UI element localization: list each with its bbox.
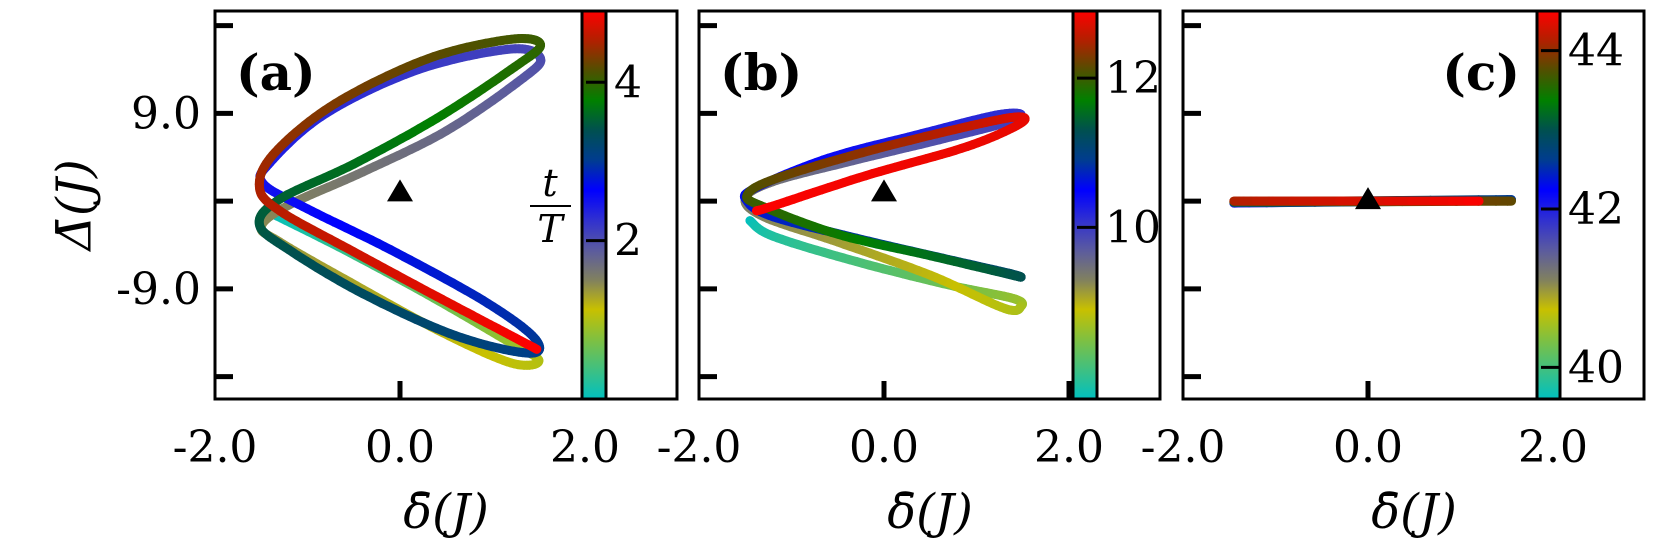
x-tick-label: 2.0	[550, 422, 620, 473]
x-tick-label: -2.0	[173, 422, 258, 473]
y-tick-label: -9.0	[116, 264, 201, 315]
y-axis-label: Δ̄(J)	[47, 159, 103, 252]
x-tick-labels-b: -2.0 0.0 2.0	[657, 422, 1104, 473]
colorbar-label-numerator: t	[542, 161, 558, 205]
x-ticks-b	[881, 381, 1072, 399]
triangle-marker-c	[1355, 187, 1381, 210]
x-tick-label: 2.0	[1034, 422, 1104, 473]
axes-frame-c	[1181, 9, 1646, 401]
x-ticks-c	[1365, 381, 1556, 399]
colorbar-tick-label: 12	[1105, 53, 1161, 104]
colorbar-label-denominator: T	[537, 207, 565, 251]
y-ticks-c	[1183, 23, 1201, 380]
colorbar-tick-label: 40	[1568, 342, 1624, 393]
trajectory-c	[1229, 195, 1516, 208]
y-ticks-b	[699, 23, 717, 380]
x-tick-label: -2.0	[1141, 422, 1226, 473]
triangle-marker-a	[387, 179, 413, 202]
panel-c: -2.0 0.0 2.0 40 42 44 (c) δ̄(J)	[1141, 9, 1646, 540]
x-tick-label: 0.0	[1333, 422, 1403, 473]
x-axis-label-a: δ̄(J)	[403, 484, 489, 540]
panel-label-b: (b)	[720, 43, 802, 102]
trajectory-b	[739, 108, 1030, 315]
colorbar-tick-label: 44	[1568, 26, 1624, 77]
colorbar-tick-label: 10	[1105, 202, 1161, 253]
colorbar-tick-label: 2	[614, 216, 642, 267]
panel-a: -9.09.0 -2.0 0.0 2.0 24 (a) δ̄(J) t T	[116, 9, 679, 540]
colorbar-tick-label: 42	[1568, 184, 1624, 235]
colorbar-tick-label: 4	[614, 57, 642, 108]
panel-label-c: (c)	[1442, 43, 1520, 102]
x-ticks-a	[397, 381, 588, 399]
x-tick-labels-a: -2.0 0.0 2.0	[173, 422, 620, 473]
x-tick-label: 2.0	[1518, 422, 1588, 473]
y-tick-label: 9.0	[131, 88, 201, 139]
x-axis-label-c: δ̄(J)	[1371, 484, 1457, 540]
x-tick-label: 0.0	[365, 422, 435, 473]
panel-b: -2.0 0.0 2.0 10 12 (b) δ̄(J)	[657, 9, 1162, 540]
colorbar-ticks-c: 40 42 44	[1541, 26, 1624, 393]
trajectory-segment	[531, 344, 542, 354]
x-tick-label: -2.0	[657, 422, 742, 473]
panel-label-a: (a)	[236, 43, 316, 102]
trajectory-a	[254, 34, 546, 370]
axes-frame-a	[213, 9, 679, 401]
x-axis-label-b: δ̄(J)	[887, 484, 973, 540]
axes-frame-b	[697, 9, 1162, 401]
colorbar-ticks-b: 10 12	[1077, 53, 1161, 253]
colorbar-a	[580, 9, 608, 401]
colorbar-ticks-a: 24	[586, 57, 642, 267]
y-ticks-a	[215, 23, 233, 380]
colorbar-b	[1071, 9, 1099, 401]
colorbar-c	[1535, 9, 1562, 401]
triangle-marker-b	[871, 179, 897, 202]
x-tick-labels-c: -2.0 0.0 2.0	[1141, 422, 1588, 473]
x-tick-label: 0.0	[849, 422, 919, 473]
y-tick-labels-a: -9.0 9.0	[116, 88, 201, 314]
